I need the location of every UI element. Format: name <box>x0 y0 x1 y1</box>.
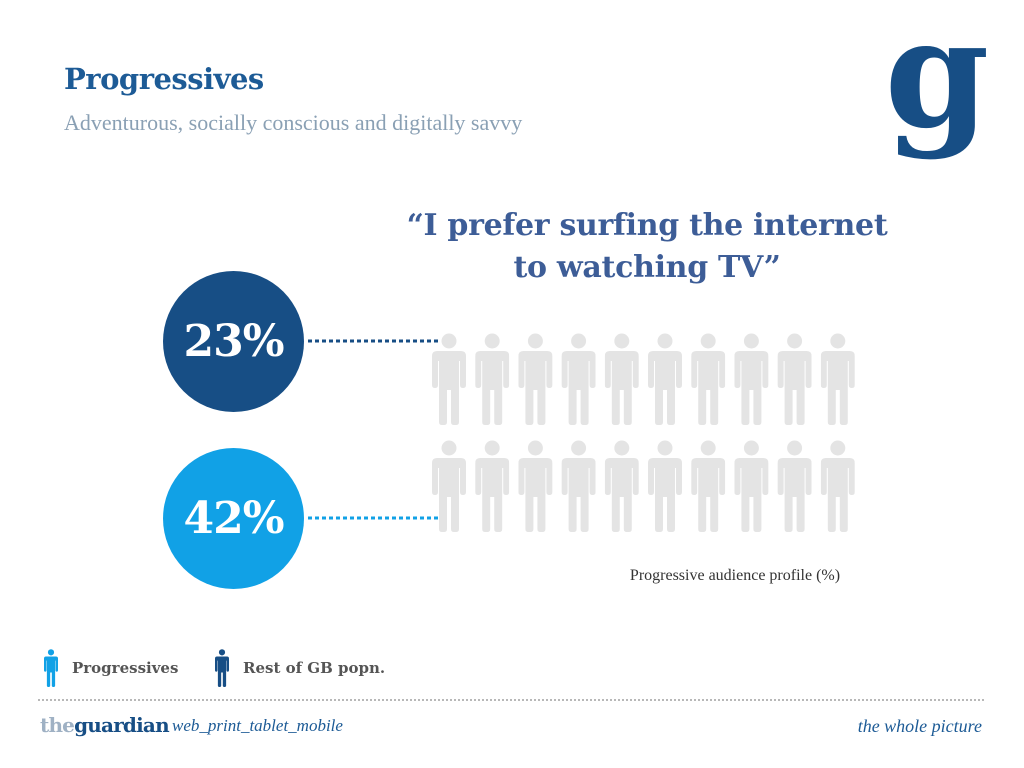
person-icon <box>691 440 726 532</box>
person-icon <box>432 333 466 425</box>
person-icon <box>691 333 726 425</box>
chart-title-line-1: “I prefer surfing the internet <box>406 208 888 243</box>
person-icon <box>734 333 769 425</box>
person-icon <box>648 333 682 425</box>
footer-slogan: the whole picture <box>857 716 982 736</box>
person-icon <box>777 440 812 532</box>
guardian-wordmark: theguardian <box>40 713 170 737</box>
person-icon <box>820 440 855 532</box>
legend-item-rest-of-gb: Rest of GB popn. <box>215 648 385 688</box>
person-icon <box>648 440 682 532</box>
legend-item-progressives: Progressives <box>44 648 178 688</box>
person-icon <box>820 333 855 425</box>
rest-of-gb-percentage-circle: 23% <box>163 271 304 412</box>
person-icon <box>734 440 769 532</box>
page-title: Progressives <box>64 62 264 96</box>
person-icon <box>518 440 553 532</box>
person-icon <box>561 440 596 532</box>
person-icon <box>475 333 510 425</box>
logo-letter: g <box>885 8 990 162</box>
brand-tagline: web_print_tablet_mobile <box>172 716 343 735</box>
chart-caption: Progressive audience profile (%) <box>629 567 841 584</box>
footer-divider <box>38 699 984 701</box>
person-icon <box>215 649 229 687</box>
page-subtitle: Adventurous, socially conscious and digi… <box>64 110 523 135</box>
rest-of-gb-percentage-label: 23% <box>183 316 284 367</box>
progressives-percentage-circle: 42% <box>163 448 304 589</box>
wordmark-prefix: the <box>40 713 75 737</box>
person-icon <box>518 333 553 425</box>
progressives-percentage-label: 42% <box>183 493 284 544</box>
legend-label-rest-of-gb: Rest of GB popn. <box>243 659 386 677</box>
person-icon <box>777 333 812 425</box>
person-icon <box>44 649 58 687</box>
person-icon <box>475 440 510 532</box>
person-icon <box>604 333 639 425</box>
legend-label-progressives: Progressives <box>72 659 179 677</box>
wordmark-name: guardian <box>74 713 170 737</box>
guardian-g-logo: g <box>885 8 990 162</box>
chart-title: “I prefer surfing the internet to watchi… <box>352 205 942 289</box>
person-icon <box>604 440 639 532</box>
person-icon <box>561 333 596 425</box>
chart-title-line-2: to watching TV” <box>513 250 781 285</box>
